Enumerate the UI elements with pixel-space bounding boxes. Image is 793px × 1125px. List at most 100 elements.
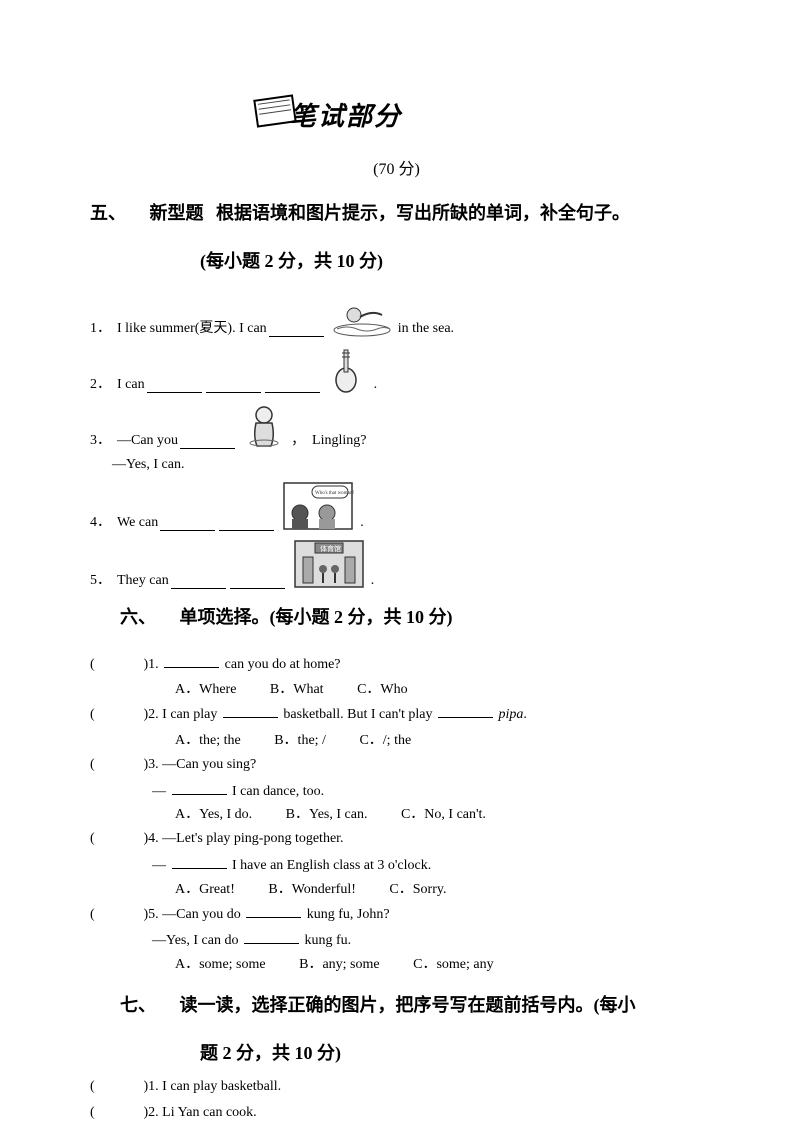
section6-q4-options: A．Great! B．Wonderful! C．Sorry. <box>175 878 703 902</box>
q1-paren7: ( <box>90 1075 140 1099</box>
q5-blank2 <box>230 573 285 589</box>
q5-blank1 <box>171 573 226 589</box>
q1-num7: )1. <box>144 1079 159 1094</box>
q1-num: 1． <box>90 317 111 337</box>
cook-icon <box>243 401 285 449</box>
section5-q3: 3． —Can you ， Lingling? <box>90 401 703 449</box>
gym-icon: 体育馆 <box>293 539 365 589</box>
section6-q3: ( )3. —Can you sing? <box>90 753 703 777</box>
q1-optA: A．Where <box>175 678 236 702</box>
q3-text-b: ， Lingling? <box>291 429 366 449</box>
section5-header: 五、 新型题 根据语境和图片提示，写出所缺的单词，补全句子。 <box>90 197 703 229</box>
q1-text6: can you do at home? <box>225 657 341 672</box>
q1-optC: C．Who <box>357 678 408 702</box>
swim-icon <box>332 295 392 337</box>
section6-q5-line2: —Yes, I can do kung fu. <box>152 928 703 953</box>
q4-text-a6: —Let's play ping-pong together. <box>162 831 343 846</box>
svg-text:体育馆: 体育馆 <box>320 544 341 553</box>
q3-num6: )3. <box>144 757 159 772</box>
section7-q1: ( )1. I can play basketball. <box>90 1075 703 1099</box>
section6-q2: ( )2. I can play basketball. But I can't… <box>90 702 703 727</box>
section6-q4-line2: — I have an English class at 3 o'clock. <box>152 853 703 878</box>
q4-optC: C．Sorry. <box>389 878 446 902</box>
q3-num: 3． <box>90 429 111 449</box>
q2-paren: ( <box>90 703 140 727</box>
q2-num7: )2. <box>144 1105 159 1120</box>
q1-paren: ( <box>90 653 140 677</box>
banner-text: 笔试部分 <box>290 102 402 131</box>
q5-optA: A．some; some <box>175 953 266 977</box>
q4-text-c6: I have an English class at 3 o'clock. <box>232 858 431 873</box>
section6-title: 单项选择。(每小题 2 分，共 10 分) <box>180 607 453 627</box>
q2-optC: C．/; the <box>359 729 411 753</box>
q1-optB: B．What <box>270 678 324 702</box>
q5-blank6b <box>244 928 299 944</box>
section6-q1: ( )1. can you do at home? <box>90 652 703 677</box>
q2-blank6b <box>438 702 493 718</box>
section5-label: 新型题 <box>150 203 204 223</box>
q4-paren: ( <box>90 827 140 851</box>
section6-q1-options: A．Where B．What C．Who <box>175 678 703 702</box>
q4-num: 4． <box>90 511 111 531</box>
q2-text-c6: pipa <box>498 707 523 722</box>
q3-optB: B．Yes, I can. <box>286 803 368 827</box>
q2-text-b6: basketball. But I can't play <box>283 707 432 722</box>
q4-period: . <box>360 515 364 531</box>
q5-optC: C．some; any <box>413 953 494 977</box>
q4-optA: A．Great! <box>175 878 235 902</box>
q2-blank3 <box>265 377 320 393</box>
section5-sub: (每小题 2 分，共 10 分) <box>200 247 703 273</box>
q2-num: 2． <box>90 373 111 393</box>
q5-text-d6: kung fu. <box>304 933 351 948</box>
q2-text7: Li Yan can cook. <box>162 1105 257 1120</box>
section6-q4: ( )4. —Let's play ping-pong together. <box>90 827 703 851</box>
q2-num6: )2. <box>144 707 159 722</box>
section6-q3-options: A．Yes, I do. B．Yes, I can. C．No, I can't… <box>175 803 703 827</box>
section5-q5: 5． They can 体育馆 . <box>90 539 703 589</box>
pipa-icon <box>328 345 368 393</box>
q1-blank <box>269 321 324 337</box>
q4-text-a: We can <box>117 515 158 531</box>
header-banner: 笔试部分 <box>90 90 703 145</box>
q2-optA: A．the; the <box>175 729 241 753</box>
section5-title: 根据语境和图片提示，写出所缺的单词，补全句子。 <box>216 203 630 223</box>
q4-blank2 <box>219 515 274 531</box>
q5-num: 5． <box>90 569 111 589</box>
q2-text-a: I can <box>117 377 145 393</box>
q2-period: . <box>374 377 378 393</box>
q3-text-a6: —Can you sing? <box>162 757 256 772</box>
q1-num6: )1. <box>144 657 159 672</box>
q1-text-b: in the sea. <box>398 321 454 337</box>
q2-blank2 <box>206 377 261 393</box>
q5-text-a: They can <box>117 573 169 589</box>
section5-num: 五、 <box>90 197 145 229</box>
q2-optB: B．the; / <box>274 729 326 753</box>
q3-optA: A．Yes, I do. <box>175 803 252 827</box>
q3-text-b6: — <box>152 784 166 799</box>
q4-optB: B．Wonderful! <box>268 878 356 902</box>
q5-optB: B．any; some <box>299 953 380 977</box>
q3-blank <box>180 433 235 449</box>
section6-num: 六、 <box>120 601 175 633</box>
section5-q1: 1． I like summer(夏天). I can in the sea. <box>90 295 703 337</box>
q1-text7: I can play basketball. <box>162 1079 281 1094</box>
q3-optC: C．No, I can't. <box>401 803 486 827</box>
q5-paren: ( <box>90 903 140 927</box>
q2-paren7: ( <box>90 1101 140 1125</box>
q5-text-b6: kung fu, John? <box>307 907 390 922</box>
q3-paren: ( <box>90 753 140 777</box>
q1-text-a: I like summer(夏天). I can <box>117 317 267 337</box>
section7-num: 七、 <box>120 989 175 1021</box>
section6-q3-line2: — I can dance, too. <box>152 779 703 804</box>
q3-blank6 <box>172 779 227 795</box>
q5-text-c6: —Yes, I can do <box>152 933 238 948</box>
q1-blank6 <box>164 652 219 668</box>
q2-text-a6: I can play <box>162 707 217 722</box>
section7-q2: ( )2. Li Yan can cook. <box>90 1101 703 1125</box>
q5-text-a6: —Can you do <box>162 907 241 922</box>
section5-q4: 4． We can Who's that woman? . <box>90 481 703 531</box>
section7-sub: 题 2 分，共 10 分) <box>200 1039 703 1065</box>
q5-num6: )5. <box>144 907 159 922</box>
section6-header: 六、 单项选择。(每小题 2 分，共 10 分) <box>120 601 703 633</box>
q3-text-a: —Can you <box>117 433 178 449</box>
